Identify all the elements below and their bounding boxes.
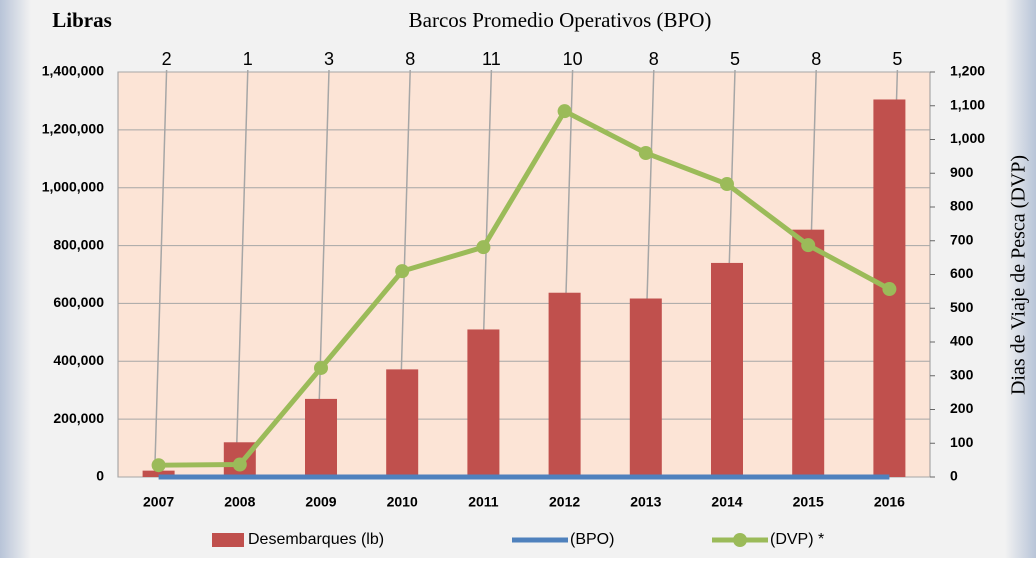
- legend-label: Desembarques (lb): [248, 531, 384, 548]
- bar: [386, 369, 418, 477]
- bar: [305, 399, 337, 477]
- dvp-marker: [720, 177, 734, 191]
- bar: [711, 263, 743, 477]
- legend-label: (DVP) *: [770, 531, 824, 548]
- y-title: Libras: [52, 8, 112, 32]
- x-tick-label: 2014: [711, 494, 742, 510]
- y-tick-label: 1,000,000: [42, 178, 104, 194]
- bpo-value-label: 5: [892, 49, 902, 69]
- dvp-marker: [801, 238, 815, 252]
- x-tick-label: 2007: [143, 494, 174, 510]
- y2-tick-label: 400: [950, 333, 974, 349]
- y2-tick-label: 1,200: [950, 63, 985, 79]
- top-title: Barcos Promedio Operativos (BPO): [409, 8, 712, 32]
- x-tick-label: 2008: [224, 494, 255, 510]
- y-tick-label: 400,000: [53, 352, 104, 368]
- bar: [467, 329, 499, 477]
- legend-swatch: [212, 533, 244, 547]
- y2-tick-label: 100: [950, 434, 974, 450]
- x-tick-label: 2015: [793, 494, 824, 510]
- y2-tick-label: 300: [950, 366, 974, 382]
- y2-tick-label: 600: [950, 265, 974, 281]
- bpo-value-label: 10: [563, 49, 583, 69]
- bpo-value-label: 5: [730, 49, 740, 69]
- y2-tick-label: 200: [950, 400, 974, 416]
- bpo-value-label: 3: [324, 49, 334, 69]
- dvp-marker: [152, 458, 166, 472]
- y2-tick-label: 0: [950, 468, 958, 484]
- x-tick-label: 2012: [549, 494, 580, 510]
- x-tick-label: 2009: [305, 494, 336, 510]
- y-tick-label: 800,000: [53, 236, 104, 252]
- bar: [792, 230, 824, 477]
- legend-marker: [733, 533, 747, 547]
- y-tick-label: 600,000: [53, 294, 104, 310]
- bar: [549, 293, 581, 477]
- y2-tick-label: 700: [950, 231, 974, 247]
- x-tick-label: 2013: [630, 494, 661, 510]
- bpo-value-label: 8: [811, 49, 821, 69]
- legend-label: (BPO): [570, 531, 614, 548]
- y2-tick-label: 800: [950, 198, 974, 214]
- bpo-value-label: 11: [482, 49, 501, 69]
- y-tick-label: 1,200,000: [42, 121, 104, 137]
- dvp-marker: [882, 282, 896, 296]
- y-tick-label: 1,400,000: [42, 63, 104, 79]
- bpo-value-label: 8: [405, 49, 415, 69]
- dvp-marker: [233, 458, 247, 472]
- dvp-marker: [639, 146, 653, 160]
- bpo-value-label: 1: [243, 49, 253, 69]
- y-tick-label: 0: [96, 468, 104, 484]
- dvp-marker: [395, 264, 409, 278]
- bpo-value-label: 2: [162, 49, 172, 69]
- dvp-marker: [558, 104, 572, 118]
- bar: [630, 299, 662, 477]
- x-tick-label: 2010: [387, 494, 418, 510]
- y2-tick-label: 900: [950, 164, 974, 180]
- y2-tick-label: 1,100: [950, 96, 985, 112]
- bpo-value-label: 8: [649, 49, 659, 69]
- y2-title: Dias de Viaje de Pesca (DVP): [1008, 155, 1030, 395]
- x-tick-label: 2011: [468, 494, 499, 510]
- y-tick-label: 200,000: [53, 410, 104, 426]
- y2-tick-label: 1,000: [950, 130, 985, 146]
- x-tick-label: 2016: [874, 494, 905, 510]
- dvp-marker: [314, 361, 328, 375]
- y2-tick-label: 500: [950, 299, 974, 315]
- dvp-marker: [476, 240, 490, 254]
